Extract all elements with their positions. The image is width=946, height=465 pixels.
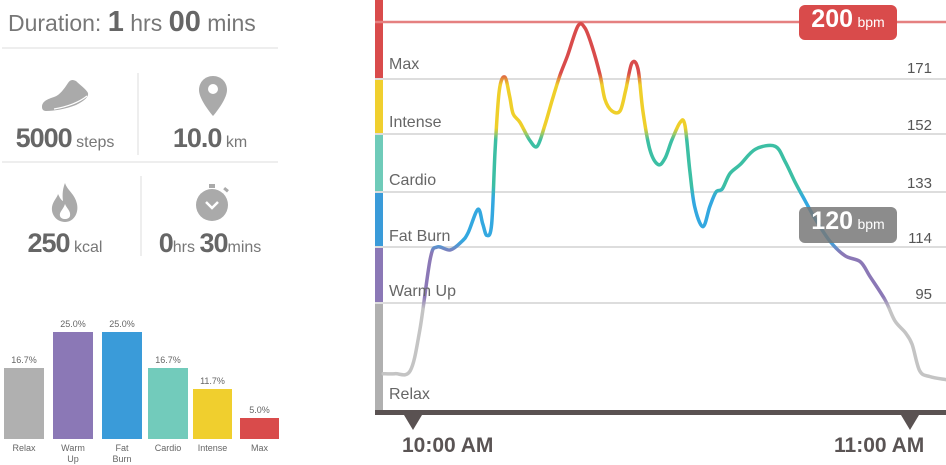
duration-label: Duration: — [8, 10, 102, 36]
bar-value-label: 11.7% — [200, 375, 225, 386]
current-bpm-value: 120 — [811, 207, 854, 235]
zone-label: Fat Burn — [389, 228, 451, 245]
stopwatch-icon — [193, 183, 233, 228]
duration-hours-unit: hrs — [130, 10, 163, 36]
bar-category-label: Fat Burn — [112, 443, 132, 464]
distance-stat: 10.0 km — [145, 123, 275, 154]
current-bpm-unit: bpm — [857, 216, 885, 232]
calories-unit: kcal — [74, 239, 103, 256]
active-minutes: 30 — [199, 228, 228, 258]
bar-category-label: Warm Up — [61, 443, 85, 464]
divider — [140, 176, 142, 256]
flame-icon — [49, 182, 81, 229]
bar-intense — [193, 388, 232, 439]
distance-value: 10.0 — [172, 123, 223, 153]
bar-category-label: Max — [250, 443, 268, 453]
bar-category-label: Relax — [12, 443, 36, 453]
max-bpm-badge: 200 bpm — [799, 5, 897, 40]
calories-value: 250 — [27, 228, 71, 258]
zone-band-cardio — [375, 135, 383, 191]
bar-value-label: 16.7% — [155, 354, 181, 365]
bar-relax — [4, 367, 44, 439]
y-tick: 95 — [915, 286, 932, 303]
active-hours-unit: hrs — [172, 239, 195, 256]
zone-band-fat-burn — [375, 193, 383, 246]
bar-max — [240, 417, 279, 439]
max-bpm-unit: bpm — [857, 14, 885, 30]
tick-marker-icon — [404, 415, 422, 430]
x-tick-end: 11:00 AM — [834, 434, 925, 457]
bar-fat-burn — [102, 332, 142, 439]
zone-band-relax — [375, 304, 383, 411]
active-time-stat: 0hrs 30mins — [145, 228, 275, 259]
max-bpm-value: 200 — [811, 5, 854, 33]
bar-category-label: Cardio — [154, 443, 182, 453]
divider — [2, 47, 278, 49]
zone-label: Intense — [389, 114, 442, 131]
divider — [2, 161, 278, 163]
bar-value-label: 5.0% — [249, 404, 270, 415]
y-tick: 152 — [906, 117, 932, 134]
y-tick: 133 — [906, 175, 932, 192]
distance-unit: km — [225, 134, 248, 151]
bar-cardio — [148, 367, 188, 439]
calories-stat: 250 kcal — [0, 228, 130, 259]
zone-band-intense — [375, 80, 383, 133]
time-axis — [375, 410, 946, 415]
zone-label: Warm Up — [389, 283, 456, 300]
y-tick: 114 — [908, 230, 932, 247]
divider — [137, 73, 139, 155]
zone-band-max — [375, 0, 383, 78]
steps-stat: 5000 steps — [0, 123, 130, 154]
active-hours: 0 — [158, 228, 174, 258]
bar-category-label: Intense — [197, 443, 228, 453]
tick-marker-icon — [901, 415, 919, 430]
duration-minutes: 00 — [168, 6, 201, 38]
duration-hours: 1 — [107, 6, 124, 38]
bar-value-label: 25.0% — [60, 319, 86, 329]
steps-value: 5000 — [15, 123, 73, 153]
current-bpm-badge: 120 bpm — [799, 207, 897, 243]
bar-value-label: 16.7% — [11, 354, 37, 365]
duration-minutes-unit: mins — [207, 10, 256, 36]
location-pin-icon — [198, 75, 228, 122]
zone-label: Cardio — [389, 172, 437, 189]
bar-value-label: 25.0% — [109, 319, 135, 329]
zone-label: Max — [389, 56, 420, 73]
x-tick-start: 10:00 AM — [402, 434, 494, 457]
duration-display: Duration: 1 hrs 00 mins — [8, 6, 256, 39]
zone-band-warm-up — [375, 248, 383, 302]
steps-unit: steps — [76, 134, 115, 151]
shoe-icon — [40, 77, 90, 118]
y-tick: 171 — [906, 60, 932, 77]
bar-warm-up — [53, 332, 93, 439]
active-minutes-unit: mins — [227, 239, 262, 256]
zone-label: Relax — [389, 386, 430, 403]
heart-rate-line — [381, 21, 946, 382]
